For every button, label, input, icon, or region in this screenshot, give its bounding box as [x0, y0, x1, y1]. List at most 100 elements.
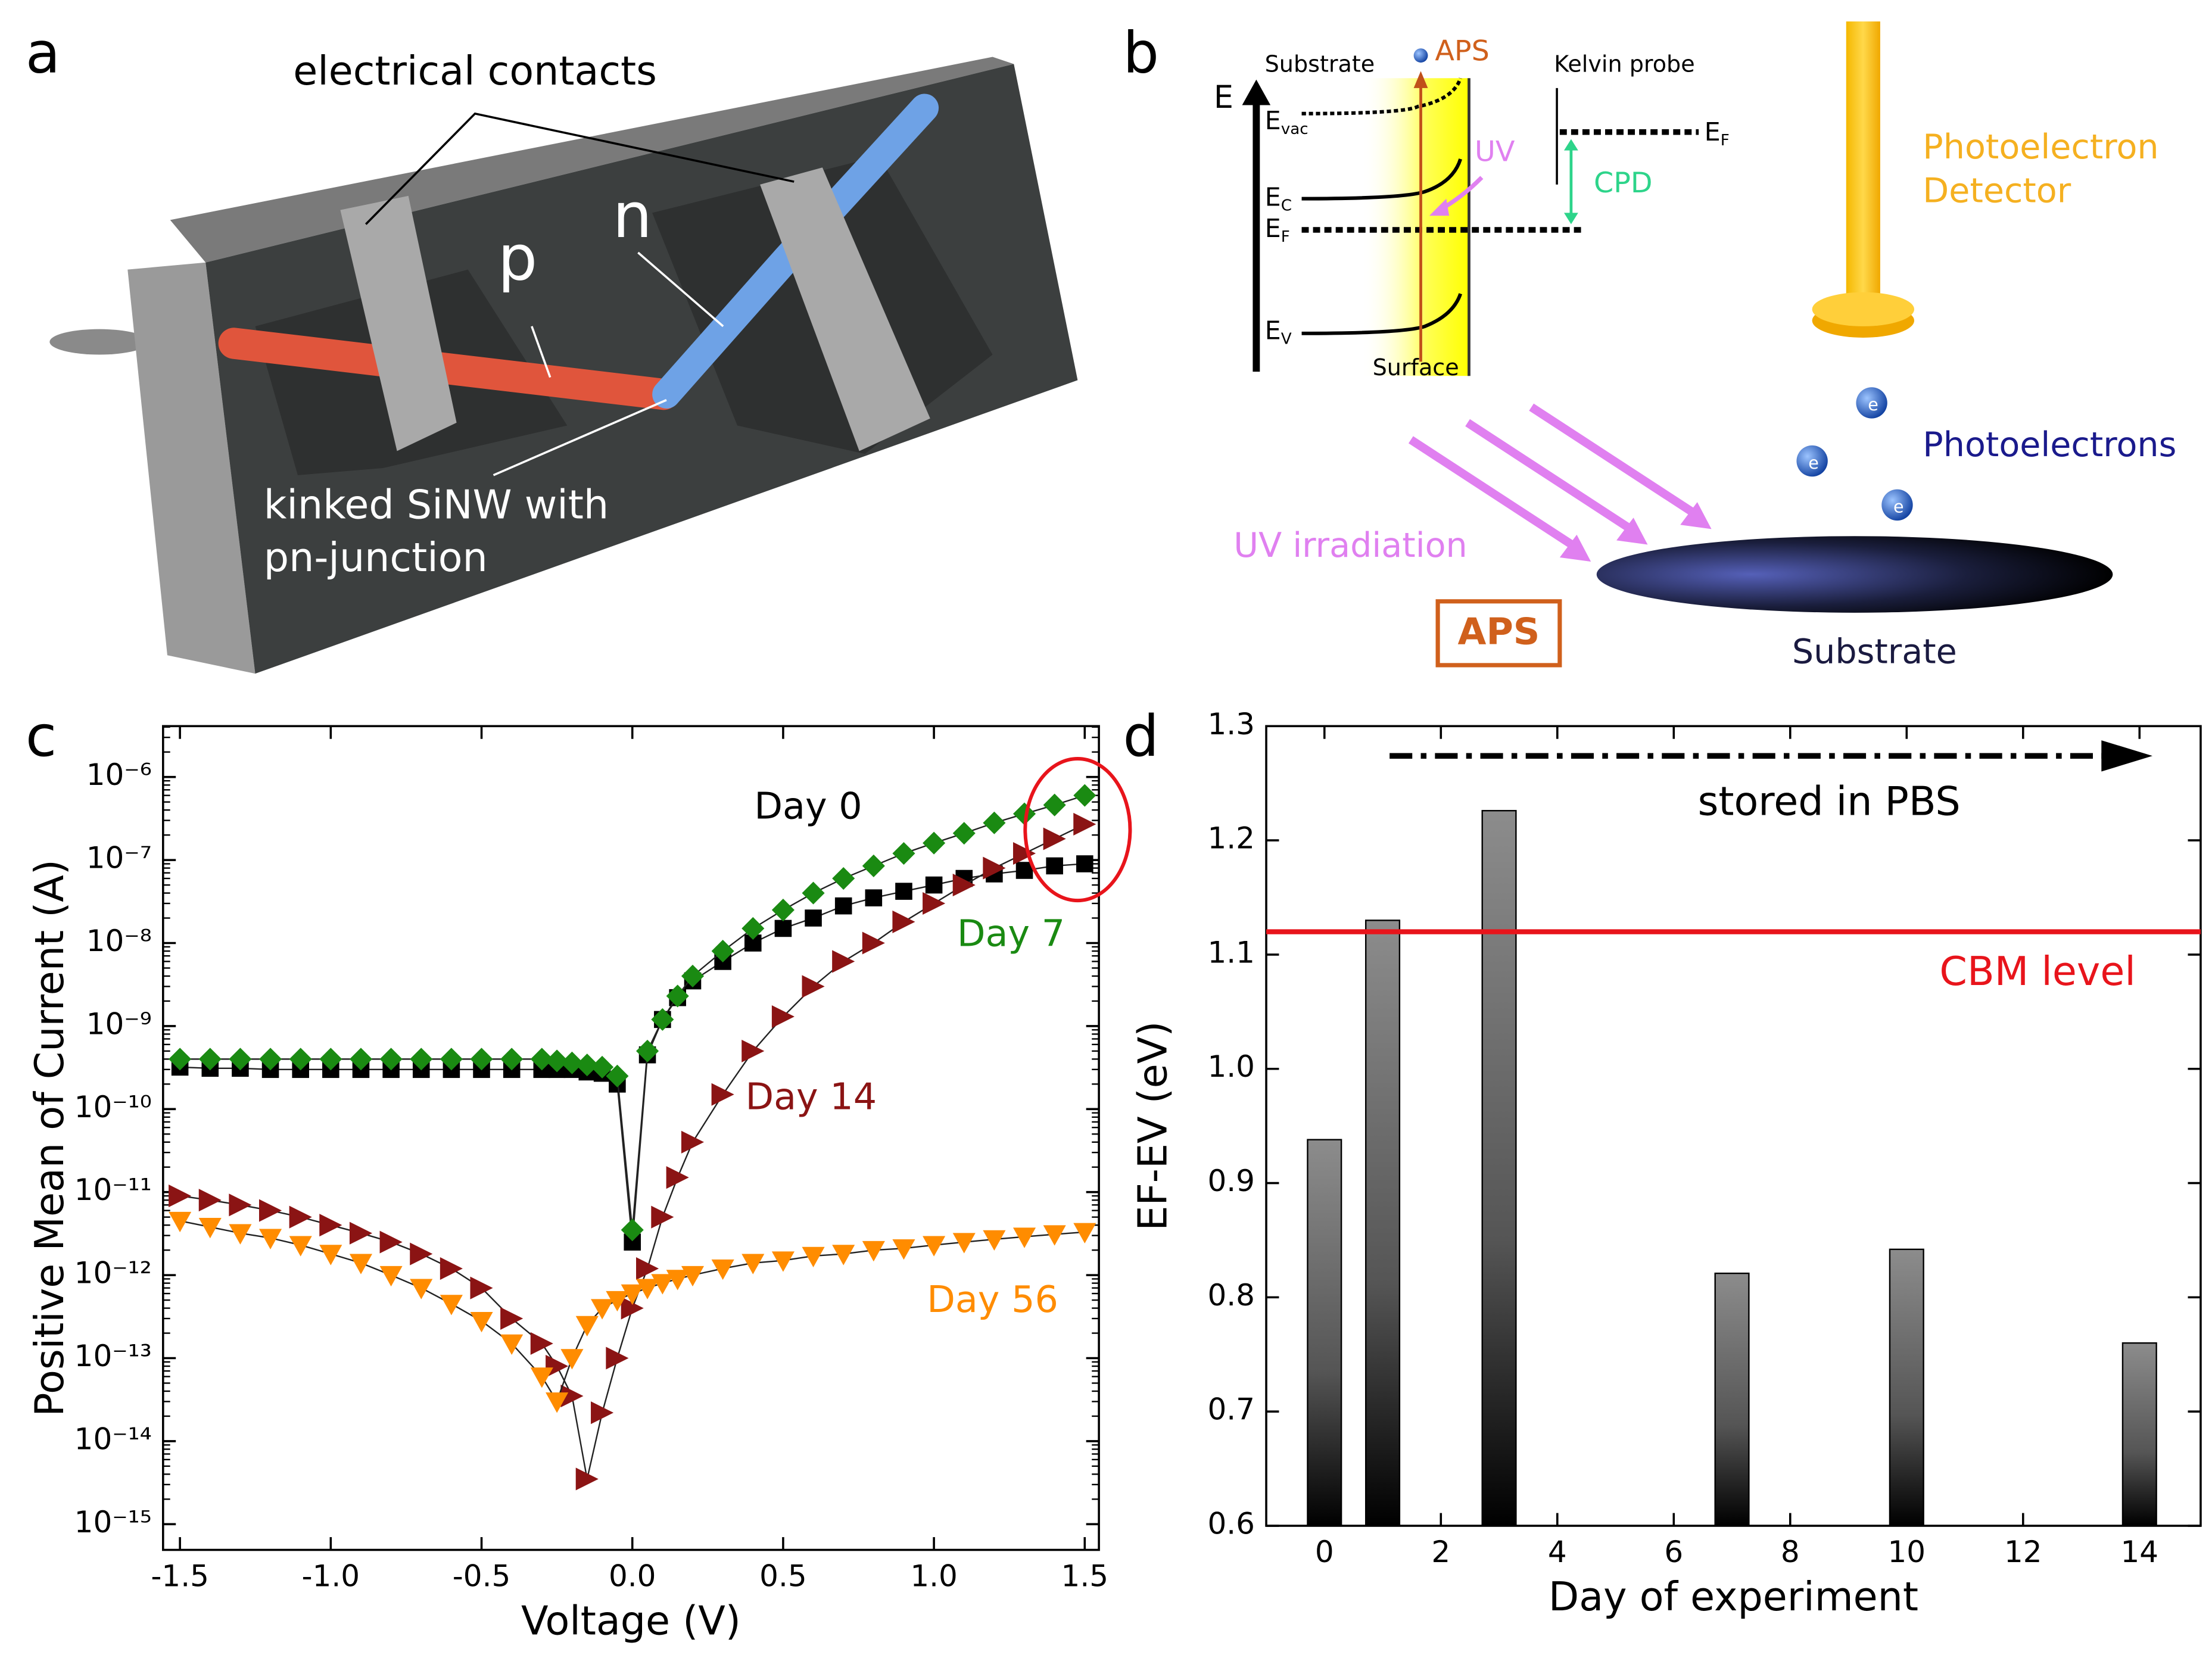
marker	[229, 1048, 252, 1071]
electron	[1413, 48, 1428, 63]
marker	[470, 1276, 493, 1299]
level-main: E	[1265, 316, 1281, 345]
marker	[546, 1049, 569, 1073]
x-tick-label: 8	[1781, 1535, 1800, 1569]
plot-frame	[162, 725, 1100, 1551]
x-axis-label: Day of experiment	[1549, 1573, 1918, 1620]
detector-disk	[1812, 292, 1915, 326]
arrowhead	[2101, 740, 2153, 772]
marker	[1076, 855, 1093, 872]
marker	[635, 1039, 659, 1062]
annotation: stored in PBS	[1698, 778, 1961, 824]
x-tick-label: -0.5	[453, 1559, 511, 1594]
marker	[289, 1236, 312, 1257]
bar	[1889, 1248, 1924, 1527]
y-tick-label: 1.1	[1207, 935, 1255, 970]
marker	[771, 1251, 795, 1272]
marker	[575, 1467, 599, 1491]
marker	[349, 1254, 373, 1274]
label: UV irradiation	[1233, 526, 1467, 565]
marker	[560, 1051, 584, 1074]
marker	[832, 950, 855, 973]
series-label: Day 56	[927, 1278, 1058, 1321]
tab	[49, 329, 149, 355]
marker	[169, 1048, 192, 1071]
marker	[1073, 1223, 1096, 1243]
label: Kelvin probe	[1554, 51, 1694, 77]
label: APS	[1435, 35, 1489, 67]
y-axis-label: Positive Mean of Current (A)	[26, 859, 73, 1417]
leader-line	[364, 112, 795, 225]
x-tick-label: 2	[1431, 1535, 1450, 1569]
marker	[410, 1048, 433, 1071]
x-tick-label: 0	[1315, 1535, 1334, 1569]
marker	[169, 1185, 192, 1208]
label: Surface	[1373, 354, 1459, 381]
n-label: n	[613, 179, 652, 252]
marker	[666, 1270, 689, 1291]
panel-labels: a b c d	[26, 20, 1159, 769]
marker	[742, 1254, 765, 1274]
marker	[530, 1367, 553, 1388]
p-nanowire	[218, 328, 680, 410]
n-nanowire	[652, 93, 939, 409]
marker	[923, 831, 946, 855]
marker	[500, 1048, 524, 1071]
marker	[742, 1039, 765, 1062]
level-main: E	[1265, 214, 1281, 244]
marker	[865, 889, 883, 906]
electron	[1881, 489, 1913, 521]
y-axis-label: EF-EV (eV)	[1129, 1021, 1176, 1231]
x-tick-label: 10	[1887, 1535, 1926, 1569]
marker	[925, 876, 943, 894]
detector	[1846, 21, 1880, 306]
y-tick-label: 10⁻¹²	[74, 1256, 152, 1291]
marker	[862, 931, 885, 955]
y-tick-label: 1.2	[1207, 821, 1255, 856]
marker	[560, 1385, 584, 1408]
marker	[983, 856, 1006, 880]
marker	[470, 1311, 493, 1333]
contact	[760, 167, 930, 451]
electron-label: e	[1868, 394, 1878, 414]
y-tick-label: 0.9	[1207, 1164, 1255, 1198]
label: E	[1214, 79, 1233, 116]
series-label: Day 14	[745, 1076, 877, 1118]
marker	[952, 822, 976, 845]
marker	[651, 1274, 674, 1295]
marker	[575, 1316, 599, 1337]
highlight-ellipse	[1023, 757, 1132, 903]
reference-label: CBM level	[1939, 948, 2135, 995]
marker	[410, 1242, 433, 1266]
marker	[1073, 812, 1096, 836]
label: APS	[1458, 610, 1540, 653]
marker	[440, 1257, 463, 1280]
marker	[832, 1245, 855, 1266]
marker	[892, 1239, 915, 1260]
leader-line	[493, 399, 667, 476]
electron	[1856, 387, 1887, 419]
x-tick-label: -1.0	[302, 1559, 360, 1594]
level-main: E	[1265, 106, 1281, 136]
y-tick-label: 10⁻¹⁰	[74, 1090, 152, 1124]
marker	[952, 1233, 976, 1254]
bar	[1307, 1139, 1342, 1527]
panel-label: a	[26, 20, 60, 86]
marker	[771, 898, 795, 922]
marker	[229, 1224, 252, 1245]
y-tick-label: 10⁻⁹	[86, 1006, 152, 1041]
marker	[379, 1048, 403, 1071]
marker	[983, 811, 1006, 834]
x-tick-label: 4	[1548, 1535, 1567, 1569]
p-label: p	[498, 222, 538, 295]
series-label: Day 7	[957, 912, 1065, 955]
side-face	[127, 262, 256, 674]
electron	[1796, 445, 1828, 477]
label: Photoelectrons	[1923, 425, 2176, 465]
x-tick-label: 0.5	[759, 1559, 807, 1594]
y-tick-label: 1.0	[1207, 1049, 1255, 1084]
bar	[1481, 810, 1517, 1527]
marker	[289, 1205, 312, 1229]
marker	[895, 883, 912, 900]
label: Substrate	[1265, 51, 1375, 77]
